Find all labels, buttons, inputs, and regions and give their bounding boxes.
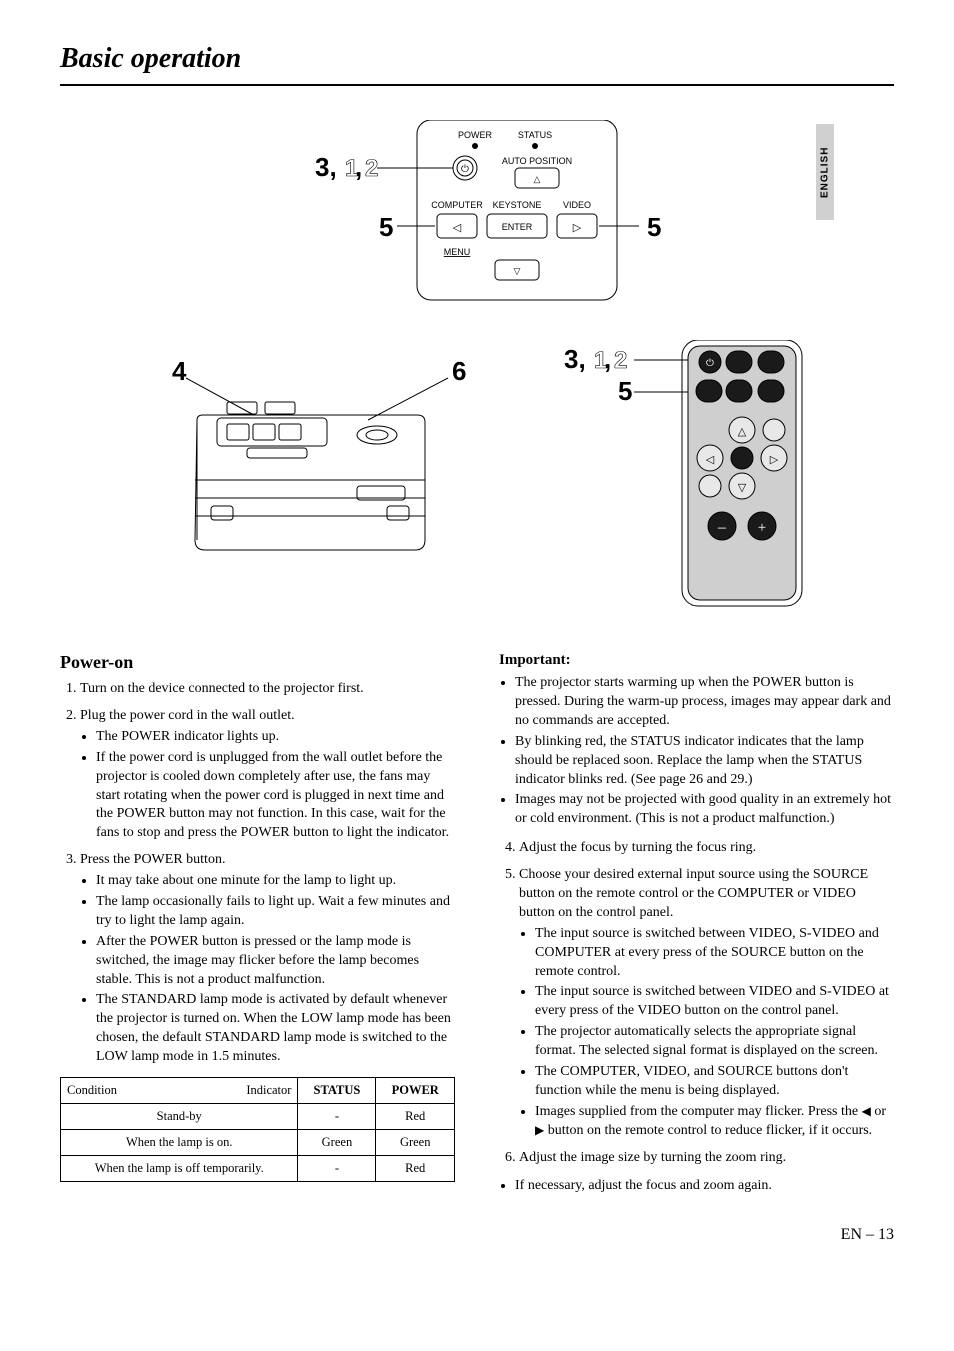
indicator-table: Condition Indicator STATUS POWER Stand-b… xyxy=(60,1077,455,1182)
table-header-status: STATUS xyxy=(298,1078,376,1104)
step-3-bullet-1: It may take about one minute for the lam… xyxy=(96,872,455,891)
important-bullet-2: By blinking red, the STATUS indicator in… xyxy=(515,733,894,790)
step-2: Plug the power cord in the wall outlet. … xyxy=(80,707,455,843)
table-row: When the lamp is on.GreenGreen xyxy=(61,1129,455,1155)
svg-text:△: △ xyxy=(738,426,747,438)
step-5-bullet-3: The projector automatically selects the … xyxy=(535,1023,894,1061)
svg-text:VIDEO: VIDEO xyxy=(563,200,591,210)
svg-text:KEYSTONE: KEYSTONE xyxy=(493,200,542,210)
step-5-bullet-1: The input source is switched between VID… xyxy=(535,925,894,982)
callout-5-left: 5 xyxy=(379,212,393,242)
page-title: Basic operation xyxy=(60,40,894,86)
important-heading: Important: xyxy=(499,650,894,670)
important-bullet-1: The projector starts warming up when the… xyxy=(515,674,894,731)
step-5-bullet-5: Images supplied from the computer may fl… xyxy=(535,1103,894,1141)
svg-text:POWER: POWER xyxy=(458,130,493,140)
step-5-bullet-2: The input source is switched between VID… xyxy=(535,983,894,1021)
remote-callout-5: 5 xyxy=(618,376,632,406)
callout-3-1-2: 3, xyxy=(315,152,337,182)
step-3-bullet-4: The STANDARD lamp mode is activated by d… xyxy=(96,991,455,1067)
important-bullet-3: Images may not be projected with good qu… xyxy=(515,791,894,829)
left-column: Power-on Turn on the device connected to… xyxy=(60,650,455,1199)
language-tab: ENGLISH xyxy=(816,124,834,220)
step-6: Adjust the image size by turning the zoo… xyxy=(519,1149,894,1168)
svg-text:▷: ▷ xyxy=(573,222,582,234)
left-arrow-icon: ◀ xyxy=(862,1104,871,1118)
svg-text:⏻: ⏻ xyxy=(706,358,714,369)
svg-text:AUTO POSITION: AUTO POSITION xyxy=(502,156,572,166)
svg-text:2: 2 xyxy=(614,347,627,374)
right-column: Important: The projector starts warming … xyxy=(499,650,894,1199)
svg-text:▽: ▽ xyxy=(514,266,521,276)
svg-text:2: 2 xyxy=(365,155,378,182)
svg-text:▽: ▽ xyxy=(738,482,747,494)
svg-text:◁: ◁ xyxy=(706,454,715,466)
svg-text:△: △ xyxy=(534,174,541,184)
step-3-bullet-2: The lamp occasionally fails to light up.… xyxy=(96,893,455,931)
remote-callout-3-1-2: 3, xyxy=(564,344,586,374)
diagram-area: POWER STATUS ⏻ AUTO POSITION △ COMPUTER … xyxy=(60,110,894,620)
callout-4: 4 xyxy=(172,356,187,386)
step-3: Press the POWER button. It may take abou… xyxy=(80,851,455,1067)
tail-bullet: If necessary, adjust the focus and zoom … xyxy=(515,1177,894,1196)
svg-text:ENTER: ENTER xyxy=(502,222,533,232)
step-4: Adjust the focus by turning the focus ri… xyxy=(519,839,894,858)
svg-text:+: + xyxy=(758,520,766,536)
table-row: When the lamp is off temporarily.-Red xyxy=(61,1155,455,1181)
table-row: Stand-by-Red xyxy=(61,1103,455,1129)
svg-text:STATUS: STATUS xyxy=(518,130,552,140)
svg-text:◁: ◁ xyxy=(453,222,462,234)
body-columns: Power-on Turn on the device connected to… xyxy=(60,650,894,1199)
step-2-bullet-1: The POWER indicator lights up. xyxy=(96,728,455,747)
svg-text:–: – xyxy=(717,519,727,536)
svg-text:▷: ▷ xyxy=(770,454,779,466)
svg-text:,: , xyxy=(604,344,611,374)
svg-text:,: , xyxy=(355,152,362,182)
callout-5-right: 5 xyxy=(647,212,661,242)
svg-text:⏻: ⏻ xyxy=(461,164,469,175)
page-number: EN – 13 xyxy=(60,1224,894,1246)
step-1: Turn on the device connected to the proj… xyxy=(80,680,455,699)
remote-diagram: 3, 1 , 2 5 ⏻ xyxy=(562,340,822,620)
right-arrow-icon: ▶ xyxy=(535,1123,544,1137)
power-on-heading: Power-on xyxy=(60,650,455,674)
table-header-power: POWER xyxy=(376,1078,455,1104)
svg-text:COMPUTER: COMPUTER xyxy=(431,200,483,210)
step-5: Choose your desired external input sourc… xyxy=(519,866,894,1140)
step-2-bullet-2: If the power cord is unplugged from the … xyxy=(96,749,455,843)
step-5-bullet-4: The COMPUTER, VIDEO, and SOURCE buttons … xyxy=(535,1063,894,1101)
callout-6: 6 xyxy=(452,356,466,386)
svg-text:MENU: MENU xyxy=(444,247,471,257)
step-3-bullet-3: After the POWER button is pressed or the… xyxy=(96,933,455,990)
table-header-condition: Condition Indicator xyxy=(61,1078,298,1104)
control-panel-diagram: POWER STATUS ⏻ AUTO POSITION △ COMPUTER … xyxy=(267,120,687,310)
projector-diagram: 4 6 xyxy=(132,340,502,580)
